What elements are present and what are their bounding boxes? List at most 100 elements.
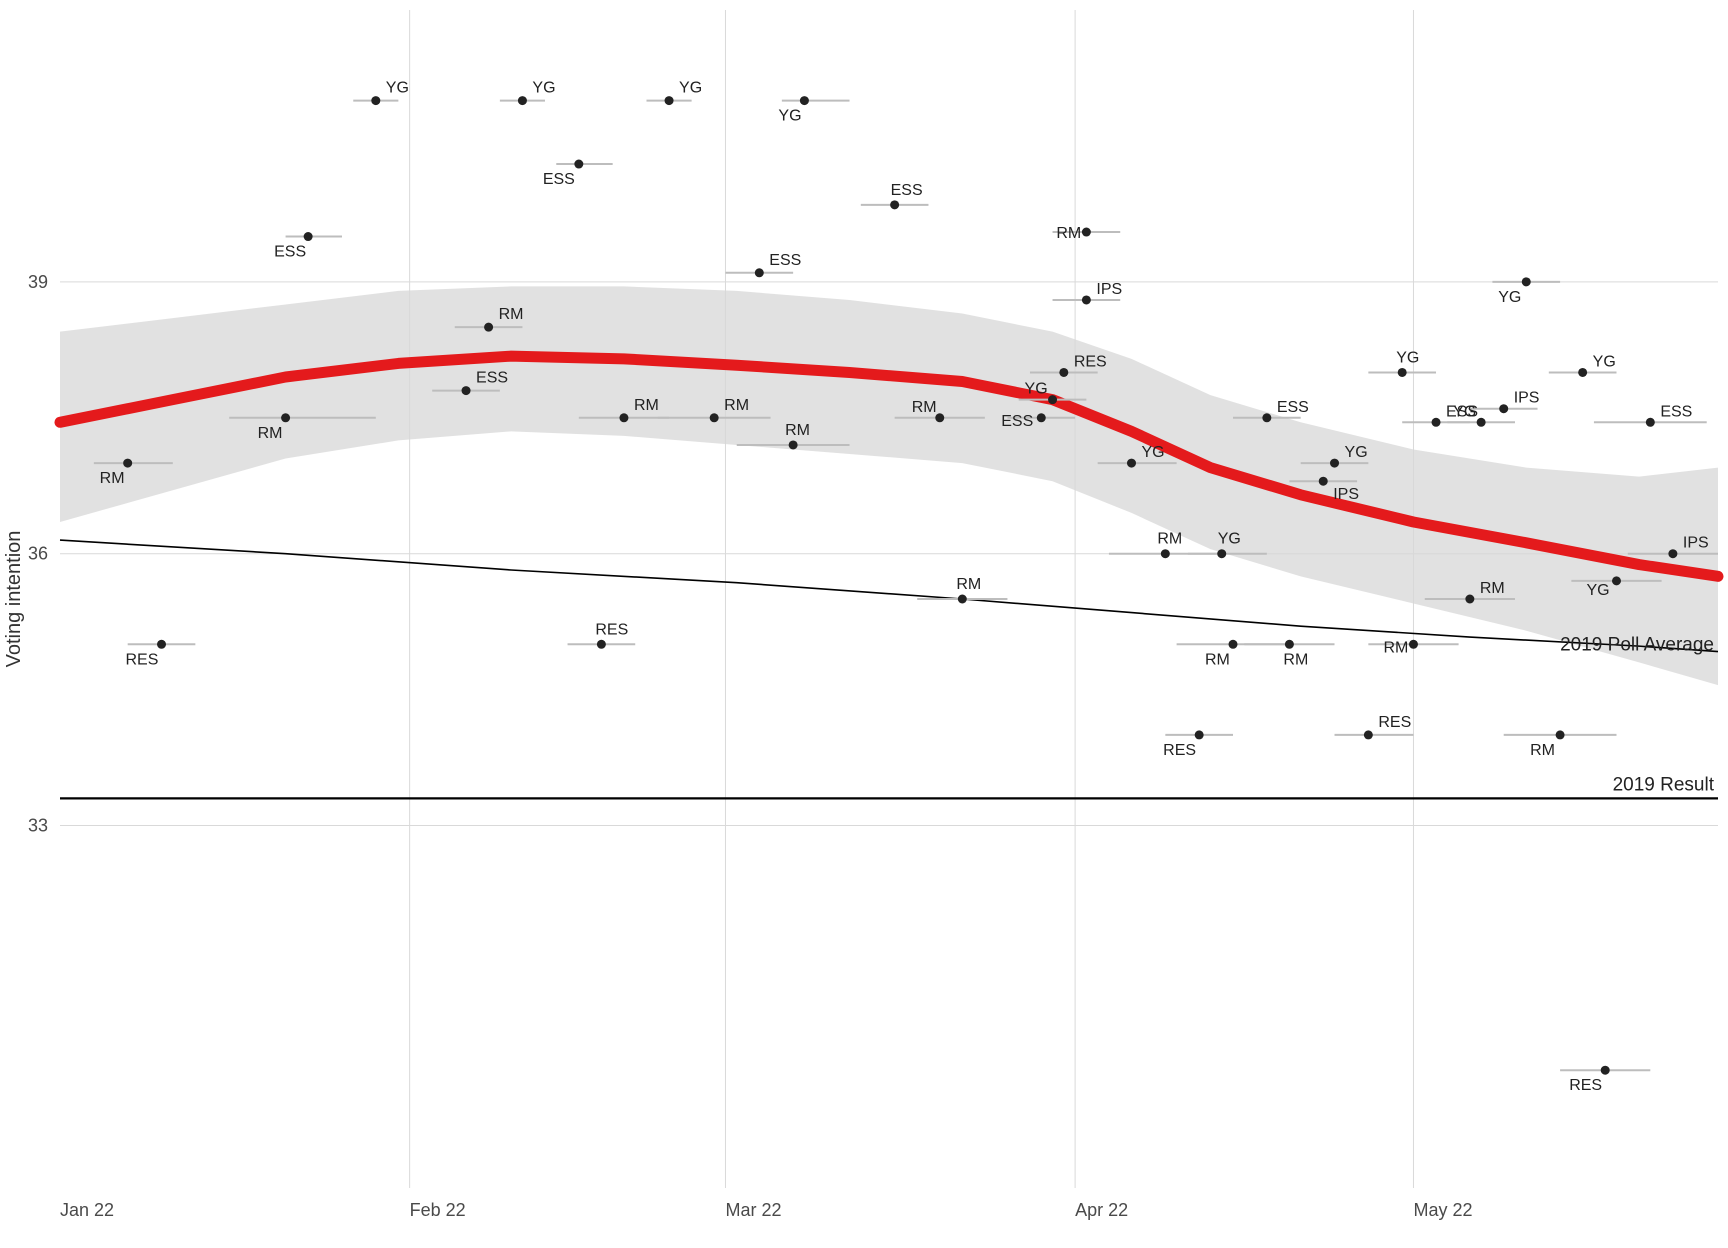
poll-point xyxy=(1330,459,1339,468)
x-tick-label: May 22 xyxy=(1413,1200,1472,1220)
poll-point xyxy=(371,96,380,105)
poll-label: RES xyxy=(1378,714,1411,731)
poll-point xyxy=(1601,1066,1610,1075)
poll-point xyxy=(1409,640,1418,649)
curve-label: 2019 Poll Average xyxy=(1560,634,1714,655)
poll-label: ESS xyxy=(274,244,306,261)
poll-point xyxy=(157,640,166,649)
poll-label: RM xyxy=(1056,225,1081,242)
poll-point xyxy=(1217,549,1226,558)
poll-label: RM xyxy=(785,422,810,439)
poll-label: RES xyxy=(1074,353,1107,370)
poll-point xyxy=(462,386,471,395)
poll-point xyxy=(484,323,493,332)
poll-label: RM xyxy=(724,397,749,414)
poll-label: RES xyxy=(1569,1077,1602,1094)
poll-label: RM xyxy=(258,425,283,442)
x-tick-label: Mar 22 xyxy=(725,1200,781,1220)
poll-label: RM xyxy=(1383,639,1408,656)
poll-label: ESS xyxy=(1660,403,1692,420)
y-tick-label: 33 xyxy=(28,816,48,836)
poll-point xyxy=(1499,404,1508,413)
confidence-band xyxy=(60,286,1718,685)
poll-label: ESS xyxy=(769,252,801,269)
reference-label: 2019 Result xyxy=(1613,774,1715,795)
poll-label: YG xyxy=(1498,289,1521,306)
poll-label: YG xyxy=(1025,381,1048,398)
poll-label: YG xyxy=(1453,403,1476,420)
poll-label: YG xyxy=(1593,353,1616,370)
poll-point xyxy=(1432,418,1441,427)
poll-point xyxy=(789,440,798,449)
poll-label: RM xyxy=(634,397,659,414)
poll-point xyxy=(800,96,809,105)
polling-chart: 2019 Result 2019 Poll Average RM RES RM ESS YG… xyxy=(0,0,1728,1248)
y-tick-label: 36 xyxy=(28,544,48,564)
poll-label: ESS xyxy=(891,182,923,199)
poll-label: ESS xyxy=(1001,413,1033,430)
poll-point xyxy=(1465,595,1474,604)
poll-label: YG xyxy=(532,80,555,97)
x-tick-label: Feb 22 xyxy=(410,1200,466,1220)
poll-point xyxy=(1161,549,1170,558)
poll-point xyxy=(1522,277,1531,286)
poll-label: IPS xyxy=(1096,281,1122,298)
poll-point xyxy=(1059,368,1068,377)
poll-point xyxy=(1195,730,1204,739)
poll-point xyxy=(1319,477,1328,486)
poll-point xyxy=(1668,549,1677,558)
poll-point xyxy=(1646,418,1655,427)
poll-point xyxy=(1037,413,1046,422)
poll-label: YG xyxy=(386,80,409,97)
poll-point xyxy=(665,96,674,105)
poll-label: RES xyxy=(1163,742,1196,759)
poll-point xyxy=(1364,730,1373,739)
poll-label: YG xyxy=(1141,444,1164,461)
poll-point xyxy=(597,640,606,649)
x-tick-label: Apr 22 xyxy=(1075,1200,1128,1220)
poll-point xyxy=(619,413,628,422)
poll-label: RES xyxy=(595,621,628,638)
poll-point xyxy=(1262,413,1271,422)
poll-label: RM xyxy=(1205,651,1230,668)
poll-label: ESS xyxy=(1277,399,1309,416)
poll-point xyxy=(1612,576,1621,585)
poll-label: YG xyxy=(1345,444,1368,461)
poll-point xyxy=(755,268,764,277)
poll-point xyxy=(890,200,899,209)
poll-point xyxy=(281,413,290,422)
poll-label: YG xyxy=(778,108,801,125)
poll-point xyxy=(518,96,527,105)
poll-point xyxy=(1229,640,1238,649)
x-tick-label: Jan 22 xyxy=(60,1200,114,1220)
poll-label: RM xyxy=(1283,651,1308,668)
poll-label: ESS xyxy=(543,171,575,188)
poll-point xyxy=(958,595,967,604)
poll-point xyxy=(1578,368,1587,377)
poll-point xyxy=(1048,395,1057,404)
poll-label: RM xyxy=(912,399,937,416)
poll-label: RM xyxy=(100,470,125,487)
poll-label: RM xyxy=(1157,531,1182,548)
poll-label: IPS xyxy=(1514,390,1540,407)
poll-label: IPS xyxy=(1683,535,1709,552)
poll-label: YG xyxy=(1396,349,1419,366)
poll-label: RM xyxy=(1530,742,1555,759)
poll-label: YG xyxy=(1586,582,1609,599)
poll-label: IPS xyxy=(1333,486,1359,503)
poll-label: RM xyxy=(499,306,524,323)
poll-point xyxy=(1556,730,1565,739)
poll-point xyxy=(1127,459,1136,468)
poll-point xyxy=(1082,228,1091,237)
poll-point xyxy=(1398,368,1407,377)
poll-point xyxy=(574,160,583,169)
poll-label: ESS xyxy=(476,370,508,387)
y-axis-label: Voting intention xyxy=(3,531,25,668)
poll-point xyxy=(1285,640,1294,649)
poll-point xyxy=(710,413,719,422)
poll-label: RM xyxy=(956,576,981,593)
poll-point xyxy=(304,232,313,241)
poll-label: YG xyxy=(679,80,702,97)
y-tick-label: 39 xyxy=(28,272,48,292)
poll-label: YG xyxy=(1218,531,1241,548)
